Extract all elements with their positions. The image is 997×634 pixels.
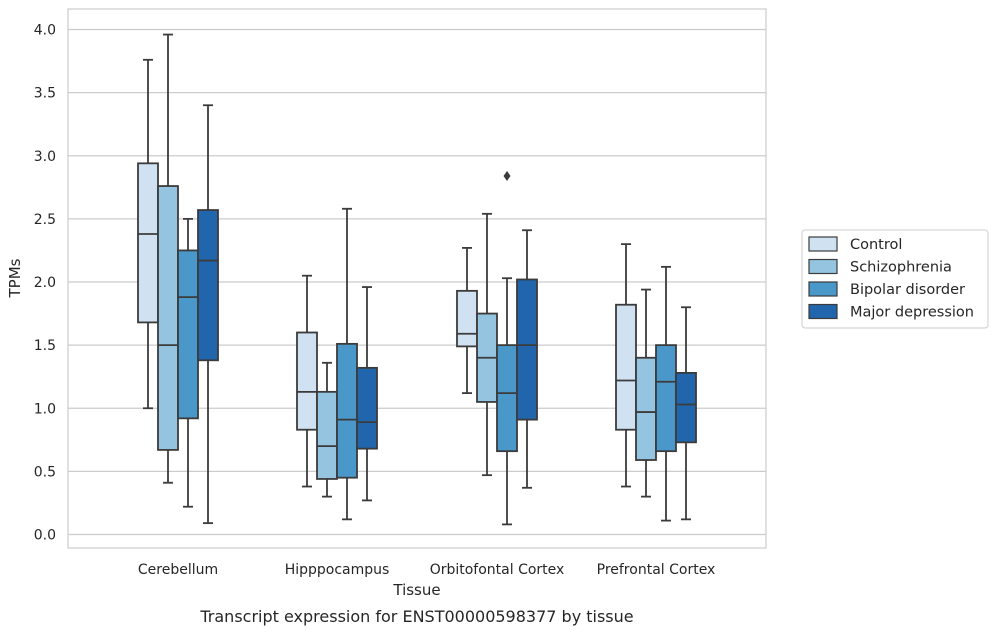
box-body	[675, 371, 697, 444]
box-body	[316, 390, 338, 480]
y-tick-label: 0.5	[34, 464, 56, 480]
box-body	[296, 331, 318, 431]
box-control	[296, 274, 318, 488]
box-major-depression	[356, 286, 378, 502]
legend-label: Bipolar disorder	[850, 282, 965, 298]
box-body	[496, 344, 518, 453]
box-control	[456, 247, 478, 395]
y-axis-label: TPMs	[6, 258, 24, 298]
box-layer	[137, 33, 697, 526]
box-body	[456, 289, 478, 348]
plot-frame	[67, 8, 767, 549]
x-tick-label: Orbitofontal Cortex	[430, 562, 565, 578]
box-body	[356, 366, 378, 450]
legend-label: Control	[850, 237, 902, 253]
box-schizophrenia	[635, 288, 657, 498]
box-body	[157, 185, 179, 451]
x-tick-label: Hipppocampus	[285, 562, 390, 578]
box-major-depression	[675, 306, 697, 521]
box-major-depression	[197, 104, 219, 525]
outlier-marker	[503, 170, 511, 181]
box-bipolar-disorder	[177, 217, 199, 508]
y-tick-label: 2.0	[34, 275, 56, 291]
legend-label: Schizophrenia	[850, 260, 952, 276]
box-body	[137, 162, 159, 324]
box-body	[655, 344, 677, 453]
y-tick-label: 1.0	[34, 401, 56, 417]
y-tick-label: 3.5	[34, 86, 56, 102]
x-axis-ticks: Cerebellum Hipppocampus Orbitofontal Corte…	[138, 562, 715, 578]
legend-label: Major depression	[850, 305, 974, 321]
legend-frame	[801, 229, 989, 329]
box-schizophrenia	[157, 33, 179, 484]
x-axis-label: Tissue	[392, 581, 440, 599]
box-body	[516, 278, 538, 421]
box-body	[177, 249, 199, 420]
legend-swatch	[808, 236, 838, 252]
x-tick-label: Cerebellum	[138, 562, 218, 578]
legend-swatch	[808, 258, 838, 275]
chart-caption: Transcript expression for ENST0000059837…	[199, 607, 633, 626]
box-body	[197, 209, 219, 362]
box-bipolar-disorder	[655, 265, 677, 522]
legend-swatch	[808, 303, 838, 320]
y-tick-label: 0.0	[34, 528, 56, 544]
legend: Control Schizophrenia Bipolar disorder Majo…	[801, 229, 989, 329]
y-tick-label: 3.0	[34, 149, 56, 165]
y-tick-label: 1.5	[34, 338, 56, 354]
box-body	[336, 342, 358, 479]
box-bipolar-disorder	[336, 207, 358, 521]
y-tick-label: 4.0	[34, 23, 56, 39]
box-major-depression	[516, 229, 538, 489]
y-tick-label: 2.5	[34, 212, 56, 228]
box-body	[615, 303, 637, 431]
legend-swatch	[808, 281, 838, 297]
box-schizophrenia	[476, 212, 498, 477]
x-tick-label: Prefrontal Cortex	[597, 562, 716, 578]
y-axis-ticks: 0.0 0.5 1.0 1.5 2.0 2.5 3.0 3.5 4.0	[34, 23, 56, 544]
box-body	[635, 356, 657, 461]
